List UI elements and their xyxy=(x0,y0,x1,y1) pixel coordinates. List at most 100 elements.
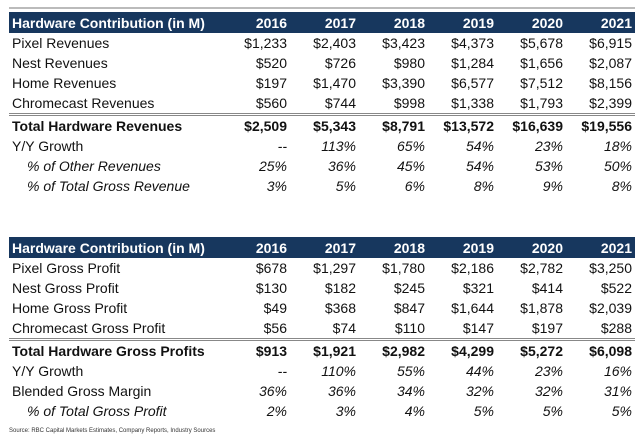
table-row: Pixel Revenues $1,233 $2,403 $3,423 $4,373 $5… xyxy=(9,33,635,53)
year-header: 2021 xyxy=(566,12,635,33)
row-label: Pixel Revenues xyxy=(12,35,110,51)
row-label: Pixel Gross Profit xyxy=(12,260,121,276)
value-cell: 32% xyxy=(534,383,563,399)
value-cell: 36% xyxy=(327,383,356,399)
value-cell: $847 xyxy=(393,300,425,316)
table-row: Y/Y Growth -- 113% 65% 54% 23% 18% xyxy=(9,136,635,156)
value-cell: $2,186 xyxy=(451,260,494,276)
value-cell: 4% xyxy=(404,403,425,419)
value-cell: 5% xyxy=(335,178,356,194)
value-cell: $414 xyxy=(531,280,563,296)
table-row: Nest Gross Profit $130 $182 $245 $321 $414 $52… xyxy=(9,278,635,298)
value-cell: $1,793 xyxy=(520,95,563,111)
year-header: 2019 xyxy=(428,237,497,258)
value-cell: $5,678 xyxy=(520,35,563,51)
value-cell: -- xyxy=(277,138,287,154)
value-cell: $2,403 xyxy=(313,35,356,51)
value-cell: $110 xyxy=(394,320,425,336)
year-header: 2017 xyxy=(290,237,359,258)
value-cell: $1,921 xyxy=(290,338,359,361)
value-cell: $520 xyxy=(255,55,287,71)
value-cell: $16,639 xyxy=(497,113,566,136)
row-label: Total Hardware Revenues xyxy=(9,113,221,136)
value-cell: $3,390 xyxy=(382,75,425,91)
value-cell: $1,338 xyxy=(451,95,494,111)
value-cell: $2,982 xyxy=(359,338,428,361)
value-cell: 53% xyxy=(534,158,563,174)
table-row: Pixel Gross Profit $678 $1,297 $1,780 $2,186… xyxy=(9,258,635,278)
value-cell: $49 xyxy=(263,300,287,316)
value-cell: $3,423 xyxy=(382,35,425,51)
value-cell: $368 xyxy=(324,300,356,316)
value-cell: 6% xyxy=(404,178,425,194)
value-cell: $8,791 xyxy=(359,113,428,136)
value-cell: 16% xyxy=(603,363,632,379)
value-cell: $744 xyxy=(324,95,356,111)
row-label: Chromecast Gross Profit xyxy=(12,320,166,336)
table-title: Hardware Contribution (in M) xyxy=(9,237,221,258)
value-cell: $1,878 xyxy=(520,300,563,316)
table-header-row: Hardware Contribution (in M) 2016 2017 2018… xyxy=(9,237,635,258)
value-cell: $147 xyxy=(462,320,494,336)
value-cell: 23% xyxy=(534,138,563,154)
table-title: Hardware Contribution (in M) xyxy=(9,12,221,33)
value-cell: 45% xyxy=(396,158,425,174)
table-row: Chromecast Revenues $560 $744 $998 $1,338 $1,… xyxy=(9,93,635,115)
row-label: Home Gross Profit xyxy=(12,300,128,316)
value-cell: 3% xyxy=(266,178,287,194)
table-row: % of Total Gross Profit 2% 3% 4% 5% 5% 5% xyxy=(9,401,635,421)
row-label: Blended Gross Margin xyxy=(12,383,152,399)
value-cell: 3% xyxy=(335,403,356,419)
value-cell: 55% xyxy=(396,363,425,379)
value-cell: $5,272 xyxy=(497,338,566,361)
value-cell: 25% xyxy=(258,158,287,174)
source-note: Source: RBC Capital Markets Estimates, C… xyxy=(9,428,216,434)
hardware-gross-profit-table: Hardware Contribution (in M) 2016 2017 2018… xyxy=(9,237,635,421)
value-cell: $998 xyxy=(393,95,425,111)
value-cell: 65% xyxy=(396,138,425,154)
value-cell: $2,399 xyxy=(589,95,632,111)
value-cell: 36% xyxy=(258,383,287,399)
value-cell: $4,299 xyxy=(428,338,497,361)
value-cell: $19,556 xyxy=(566,113,635,136)
value-cell: 9% xyxy=(542,178,563,194)
value-cell: 5% xyxy=(611,403,632,419)
value-cell: $13,572 xyxy=(428,113,497,136)
value-cell: $321 xyxy=(462,280,494,296)
row-label: Y/Y Growth xyxy=(12,363,84,379)
table-row: Total Hardware Gross Profits $913 $1,921 $2… xyxy=(9,338,635,361)
value-cell: $1,780 xyxy=(382,260,425,276)
value-cell: $2,087 xyxy=(589,55,632,71)
value-cell: 32% xyxy=(465,383,494,399)
value-cell: 113% xyxy=(321,138,356,154)
row-label: Nest Gross Profit xyxy=(12,280,119,296)
year-header: 2020 xyxy=(497,237,566,258)
year-header: 2016 xyxy=(221,237,290,258)
table-row: Blended Gross Margin 36% 36% 34% 32% 32% 31% xyxy=(9,381,635,401)
year-header: 2018 xyxy=(359,237,428,258)
value-cell: $6,098 xyxy=(566,338,635,361)
year-header: 2021 xyxy=(566,237,635,258)
value-cell: $522 xyxy=(600,280,632,296)
row-label: Nest Revenues xyxy=(12,55,108,71)
value-cell: $6,915 xyxy=(589,35,632,51)
value-cell: 36% xyxy=(327,158,356,174)
row-label: Y/Y Growth xyxy=(12,138,84,154)
year-header: 2018 xyxy=(359,12,428,33)
year-header: 2016 xyxy=(221,12,290,33)
value-cell: 34% xyxy=(396,383,425,399)
value-cell: 110% xyxy=(321,363,356,379)
table-row: Home Gross Profit $49 $368 $847 $1,644 $1,878… xyxy=(9,298,635,318)
value-cell: 31% xyxy=(603,383,632,399)
value-cell: $1,470 xyxy=(313,75,356,91)
table-row: % of Total Gross Revenue 3% 5% 6% 8% 9% 8% xyxy=(9,176,635,196)
year-header: 2020 xyxy=(497,12,566,33)
value-cell: 2% xyxy=(266,403,287,419)
value-cell: 8% xyxy=(611,178,632,194)
value-cell: $1,656 xyxy=(520,55,563,71)
value-cell: $4,373 xyxy=(451,35,494,51)
table-row: Nest Revenues $520 $726 $980 $1,284 $1,656 $2,… xyxy=(9,53,635,73)
value-cell: $560 xyxy=(255,95,287,111)
value-cell: 54% xyxy=(465,138,494,154)
row-label: % of Total Gross Profit xyxy=(27,403,167,419)
